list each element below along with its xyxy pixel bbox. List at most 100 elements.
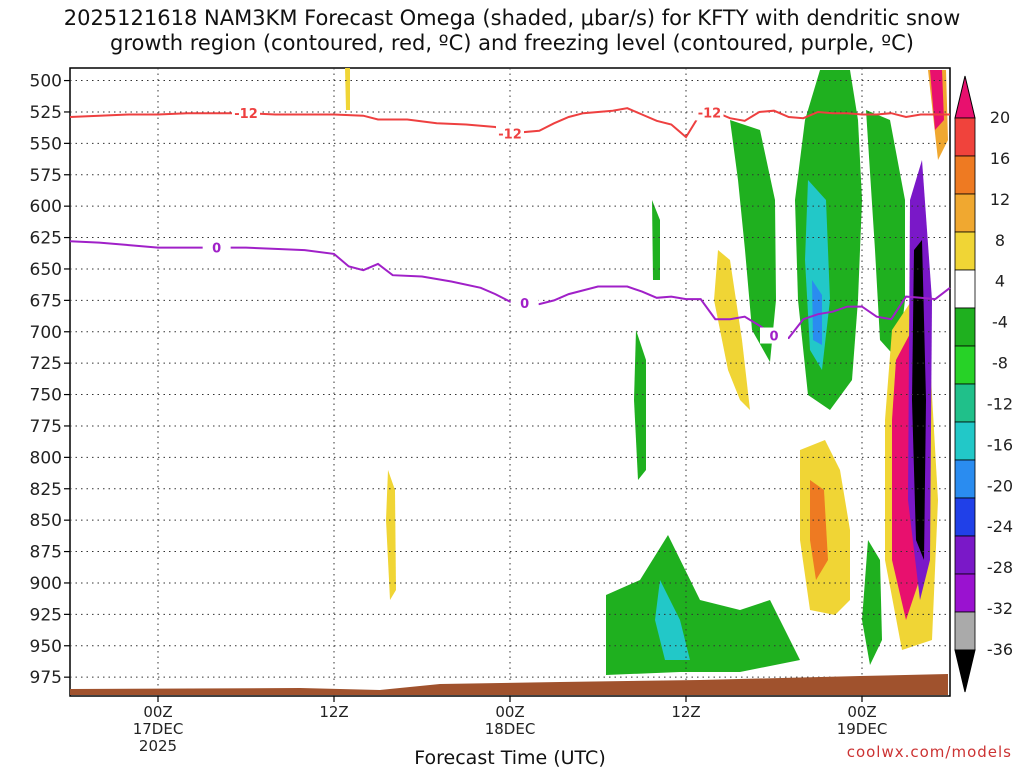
- pressure-tick-label: 925: [30, 605, 62, 625]
- time-tick-label: 12Z: [319, 703, 348, 721]
- omega-region-1500z: [730, 120, 776, 362]
- x-axis-title: Forecast Time (UTC): [414, 747, 605, 768]
- omega-region-lower-core: [655, 580, 690, 660]
- colorbar-swatch: [954, 459, 976, 499]
- pressure-tick-label: 575: [30, 166, 62, 186]
- isotherm-label-bg: [232, 105, 260, 122]
- time-gridlines: [157, 68, 863, 702]
- time-tick-label: 18DEC: [485, 720, 536, 738]
- colorbar-swatch: [954, 421, 976, 461]
- colorbar-label: 20: [990, 108, 1010, 127]
- time-tick-label: 2025: [139, 737, 177, 755]
- colorbar-bottom-arrow: [954, 649, 976, 693]
- isotherm-label: 0: [520, 297, 529, 312]
- pressure-tick-label: 500: [30, 72, 62, 92]
- colorbar-label: -8: [992, 354, 1008, 373]
- omega-region-small-yellow-2: [386, 470, 396, 600]
- colorbar-swatch: [954, 345, 976, 385]
- isotherm-label-bg: [510, 294, 539, 311]
- pressure-tick-label: 800: [30, 448, 62, 468]
- omega-region-upper-right-core: [805, 180, 830, 370]
- omega-region-lower: [606, 535, 800, 675]
- colorbar-swatches: [954, 75, 976, 693]
- omega-region-orange-lower: [810, 480, 828, 580]
- pressure-tick-label: 550: [30, 134, 62, 154]
- omega-region-small-mid: [652, 200, 660, 280]
- colorbar-label: -24: [987, 517, 1013, 536]
- pressure-tick-label: 700: [30, 323, 62, 343]
- chart-title-line1: 2025121618 NAM3KM Forecast Omega (shaded…: [64, 6, 961, 30]
- credit-text: coolwx.com/models: [847, 743, 1012, 761]
- pressure-axis-labels: 500 525 550 575 600 625 650 675 700 725 750 775 800 8…: [30, 72, 62, 689]
- pressure-tick-label: 525: [30, 103, 62, 123]
- time-tick-label: 00Z: [847, 703, 876, 721]
- isotherm-label: -12: [698, 106, 722, 121]
- colorbar-label: -32: [987, 599, 1013, 618]
- pressure-tick-label: 975: [30, 668, 62, 688]
- dendritic-isotherm-line: [69, 107, 950, 139]
- isotherm-label-bg: [760, 327, 788, 344]
- plot-area: -12 -12 -12 0 0 0: [64, 67, 951, 702]
- colorbar-swatch: [954, 193, 976, 233]
- colorbar: 20 16 12 8 4 -4 -8 -12 -16 -20 -24 -28 -32 -36: [954, 75, 1013, 693]
- colorbar-swatch: [954, 307, 976, 347]
- isotherm-labels: -12 -12 -12 0 0 0: [202, 104, 788, 345]
- time-tick-label: 19DEC: [837, 720, 888, 738]
- colorbar-label: -4: [992, 313, 1008, 332]
- colorbar-label: -36: [987, 640, 1013, 659]
- omega-shading: [345, 68, 948, 675]
- isotherm-label-bg: [695, 104, 724, 121]
- colorbar-label: -16: [987, 435, 1013, 454]
- omega-region-upper-right: [795, 70, 862, 410]
- chart-title-line2: growth region (contoured, red, ºC) and f…: [110, 31, 914, 55]
- colorbar-swatch: [954, 573, 976, 613]
- colorbar-label: 8: [995, 231, 1005, 250]
- colorbar-swatch: [954, 497, 976, 537]
- omega-region-small-yellow-1: [345, 68, 350, 110]
- terrain-ground: [70, 674, 948, 695]
- colorbar-top-arrow: [954, 75, 976, 119]
- pressure-tick-label: 675: [30, 291, 62, 311]
- isotherm-label-bg: [202, 239, 231, 256]
- pressure-tick-label: 875: [30, 543, 62, 563]
- freezing-level-line: [69, 240, 951, 340]
- colorbar-swatch: [954, 535, 976, 575]
- pressure-tick-label: 850: [30, 511, 62, 531]
- colorbar-swatch: [954, 611, 976, 651]
- pressure-tick-label: 775: [30, 417, 62, 437]
- omega-region-strong-ascent-core: [912, 240, 926, 560]
- isotherm-label: 0: [769, 330, 778, 345]
- time-tick-label: 17DEC: [133, 720, 184, 738]
- time-tick-label: 00Z: [495, 703, 524, 721]
- omega-region-small-left: [634, 330, 646, 480]
- colorbar-labels: 20 16 12 8 4 -4 -8 -12 -16 -20 -24 -28 -32 -36: [987, 108, 1013, 659]
- pressure-tick-label: 950: [30, 637, 62, 657]
- colorbar-label: 12: [990, 190, 1010, 209]
- time-tick-label: 00Z: [143, 703, 172, 721]
- pressure-tick-label: 625: [30, 229, 62, 249]
- colorbar-label: -20: [987, 476, 1013, 495]
- colorbar-label: 16: [990, 149, 1010, 168]
- omega-region-upper-band: [866, 110, 905, 360]
- omega-region-upper-right-max: [812, 280, 822, 345]
- colorbar-swatch: [954, 269, 976, 309]
- colorbar-swatch: [954, 155, 976, 195]
- pressure-tick-label: 650: [30, 260, 62, 280]
- colorbar-swatch: [954, 383, 976, 423]
- isotherm-label: -12: [234, 107, 258, 122]
- pressure-tick-label: 725: [30, 354, 62, 374]
- pressure-tick-label: 900: [30, 574, 62, 594]
- isotherm-label-bg: [496, 125, 524, 142]
- colorbar-swatch: [954, 231, 976, 271]
- colorbar-label: -28: [987, 558, 1013, 577]
- omega-region-lower-right: [862, 540, 882, 665]
- colorbar-label: -12: [987, 394, 1013, 413]
- isotherm-label: -12: [498, 127, 522, 142]
- isotherm-label: 0: [212, 242, 221, 257]
- colorbar-swatch: [954, 117, 976, 157]
- pressure-tick-label: 750: [30, 386, 62, 406]
- pressure-tick-label: 825: [30, 480, 62, 500]
- time-tick-label: 12Z: [671, 703, 700, 721]
